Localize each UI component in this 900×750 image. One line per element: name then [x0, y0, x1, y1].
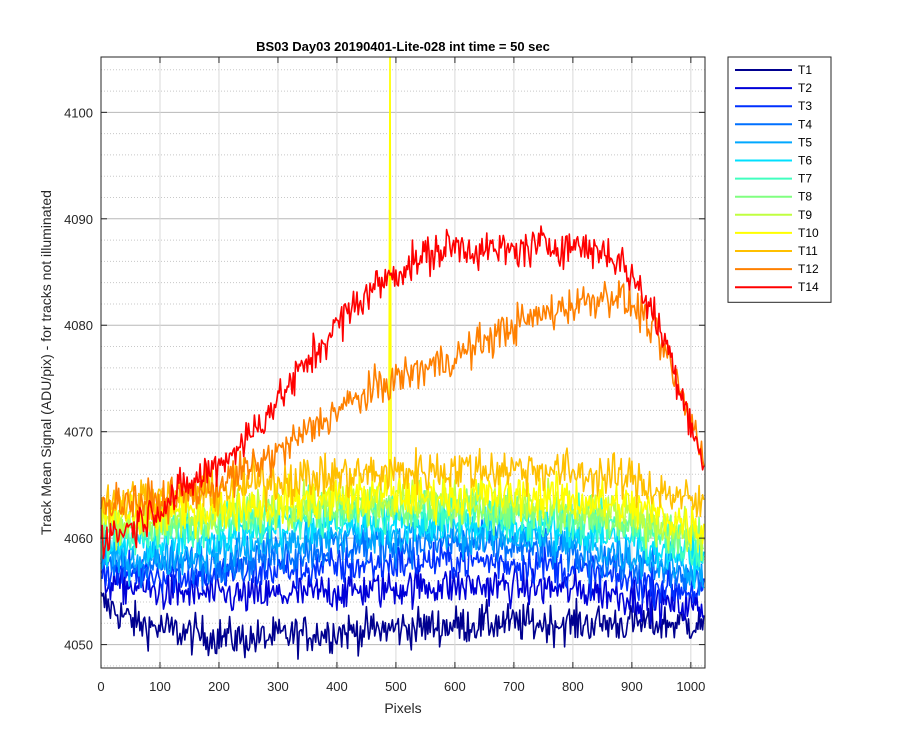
x-tick-label: 100 — [149, 679, 171, 694]
y-tick-label: 4080 — [64, 318, 93, 333]
plot-frame — [100, 56, 706, 669]
y-tick-label: 4100 — [64, 105, 93, 120]
y-tick-label: 4090 — [64, 212, 93, 227]
y-tick-label: 4070 — [64, 425, 93, 440]
series-line-t12 — [100, 280, 705, 525]
legend-label-t12: T12 — [798, 262, 819, 276]
series-line-t5 — [100, 505, 705, 589]
series-layer — [100, 56, 705, 660]
x-tick-label: 300 — [267, 679, 289, 694]
legend-label-t14: T14 — [798, 280, 819, 294]
x-axis-title: Pixels — [384, 700, 421, 716]
x-tick-label: 500 — [385, 679, 407, 694]
series-line-t1 — [100, 591, 705, 660]
x-tick-label: 200 — [208, 679, 230, 694]
legend-label-t5: T5 — [798, 135, 812, 149]
x-tick-label: 1000 — [676, 679, 705, 694]
x-tick-label: 0 — [97, 679, 104, 694]
series-line-t9 — [100, 475, 705, 562]
x-tick-label: 400 — [326, 679, 348, 694]
y-axis-title: Track Mean Signal (ADU/pix) - for tracks… — [38, 190, 54, 535]
chart-title: BS03 Day03 20190401-Lite-028 int time = … — [256, 39, 550, 54]
x-tick-label: 900 — [621, 679, 643, 694]
legend: T1 T2 T3 T4 T5 T6 T7 T8 T9 T10 T11 T12 T14 — [727, 56, 832, 303]
legend-label-t2: T2 — [798, 81, 812, 95]
series-line-t6 — [100, 500, 705, 589]
y-tick-label: 4050 — [64, 638, 93, 653]
legend-label-t4: T4 — [798, 117, 812, 131]
legend-label-t7: T7 — [798, 172, 812, 186]
legend-label-t3: T3 — [798, 99, 812, 113]
legend-label-t9: T9 — [798, 208, 812, 222]
legend-label-t1: T1 — [798, 63, 812, 77]
y-tick-label: 4060 — [64, 531, 93, 546]
series-line-t10 — [100, 56, 705, 545]
legend-label-t11: T11 — [798, 244, 818, 258]
x-tick-label: 700 — [503, 679, 525, 694]
legend-box — [727, 56, 832, 303]
legend-label-t10: T10 — [798, 226, 819, 240]
x-tick-label: 600 — [444, 679, 466, 694]
ticks: 0 100 200 300 400 500 600 700 800 900 1000 4050 4060… — [64, 57, 705, 694]
x-tick-label: 800 — [562, 679, 584, 694]
legend-label-t6: T6 — [798, 154, 812, 168]
series-line-t14 — [100, 225, 705, 560]
legend-label-t8: T8 — [798, 190, 812, 204]
series-line-t2 — [100, 561, 704, 627]
